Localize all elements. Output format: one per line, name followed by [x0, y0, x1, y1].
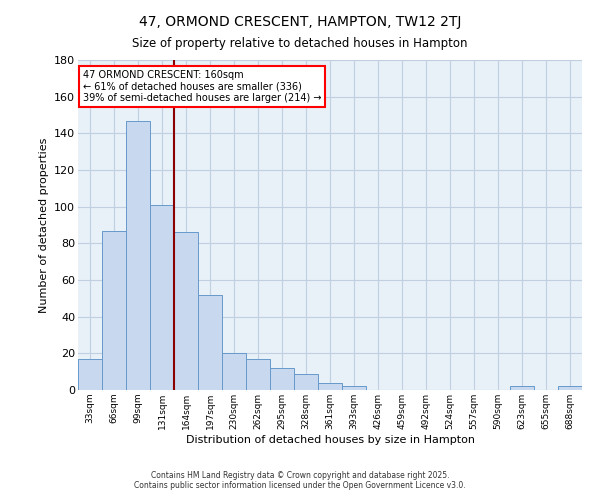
- Bar: [174, 232, 198, 390]
- Bar: [126, 120, 150, 390]
- Bar: [318, 382, 342, 390]
- X-axis label: Distribution of detached houses by size in Hampton: Distribution of detached houses by size …: [185, 434, 475, 444]
- Bar: [342, 386, 366, 390]
- Bar: [246, 359, 270, 390]
- Bar: [510, 386, 534, 390]
- Bar: [150, 205, 174, 390]
- Bar: [102, 230, 126, 390]
- Bar: [294, 374, 318, 390]
- Bar: [222, 354, 246, 390]
- Text: 47, ORMOND CRESCENT, HAMPTON, TW12 2TJ: 47, ORMOND CRESCENT, HAMPTON, TW12 2TJ: [139, 15, 461, 29]
- Bar: [270, 368, 294, 390]
- Text: Contains HM Land Registry data © Crown copyright and database right 2025.
Contai: Contains HM Land Registry data © Crown c…: [134, 470, 466, 490]
- Bar: [78, 359, 102, 390]
- Bar: [198, 294, 222, 390]
- Text: 47 ORMOND CRESCENT: 160sqm
← 61% of detached houses are smaller (336)
39% of sem: 47 ORMOND CRESCENT: 160sqm ← 61% of deta…: [83, 70, 322, 103]
- Bar: [558, 386, 582, 390]
- Y-axis label: Number of detached properties: Number of detached properties: [38, 138, 49, 312]
- Text: Size of property relative to detached houses in Hampton: Size of property relative to detached ho…: [132, 38, 468, 51]
